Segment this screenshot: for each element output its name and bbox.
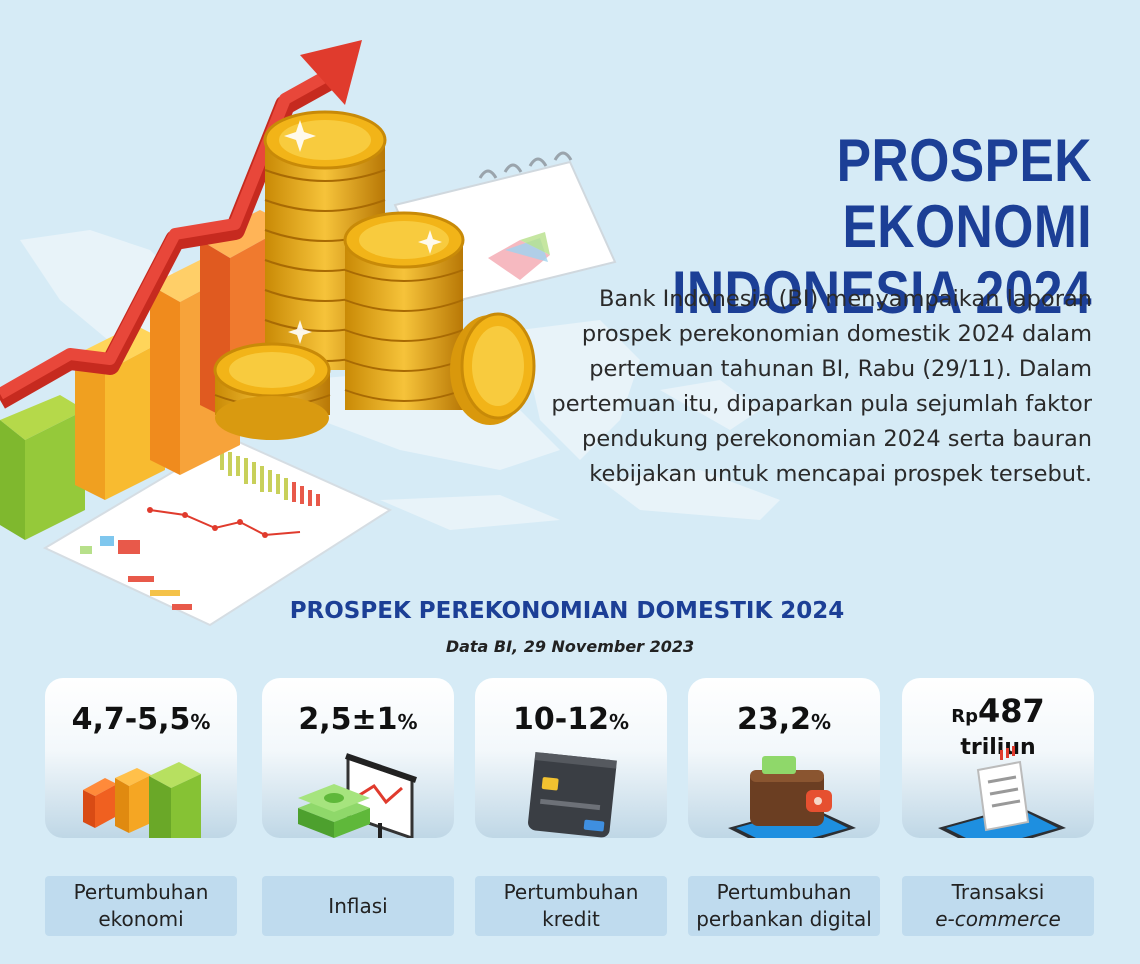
money-presentation-icon: [298, 753, 417, 838]
label-line-1: Pertumbuhan: [73, 880, 209, 904]
indicator-card-ecommerce: Rp487 triliun: [902, 678, 1094, 838]
indicator-label-economic-growth: Pertumbuhan ekonomi: [45, 876, 237, 936]
section-source: Data BI, 29 November 2023: [445, 637, 695, 656]
value-unit: %: [810, 710, 832, 734]
label-line-2: perbankan digital: [696, 907, 872, 931]
label-line-1: Inflasi: [328, 893, 388, 918]
label-line-1: Transaksi: [951, 880, 1045, 904]
value-unit: %: [190, 710, 211, 734]
intro-paragraph: Bank Indonesia (BI) menyampaikan laporan…: [551, 286, 1092, 487]
trend-arrow-graphic: [0, 40, 362, 409]
section-heading: PROSPEK PEREKONOMIAN DOMESTIK 2024: [289, 598, 845, 624]
receipt-phone-icon: [938, 746, 1066, 838]
title-line-2: INDONESIA 2024: [672, 259, 1092, 326]
page-title: PROSPEK EKONOMI INDONESIA 2024: [645, 128, 1092, 326]
value-number: 4,7-5,5: [71, 702, 191, 737]
label-line-1: Pertumbuhan: [503, 880, 639, 904]
label-line-2: ekonomi: [98, 907, 184, 931]
indicator-card-digital-banking: 23,2%: [688, 678, 880, 838]
indicator-value: Rp487 triliun: [902, 694, 1094, 762]
indicator-value: 23,2%: [688, 702, 880, 737]
indicator-label-credit-growth: Pertumbuhan kredit: [475, 876, 667, 936]
label-line-2: kredit: [542, 907, 600, 931]
wallet-phone-icon: [728, 756, 856, 838]
indicator-card-inflation: 2,5±1%: [262, 678, 454, 838]
value-number: 10-12: [513, 702, 609, 737]
indicator-card-economic-growth: 4,7-5,5%: [45, 678, 237, 838]
report-sheet-graphic: [42, 436, 393, 627]
indicator-card-credit-growth: 10-12%: [475, 678, 667, 838]
value-unit: %: [397, 710, 418, 734]
gold-coins-graphic: [213, 110, 536, 440]
indicator-label-inflation: Inflasi: [262, 876, 454, 936]
title-line-1: PROSPEK EKONOMI: [836, 127, 1092, 260]
indicator-value: 4,7-5,5%: [45, 702, 237, 737]
label-line-1: Pertumbuhan: [716, 880, 852, 904]
bar-chart-icon: [83, 762, 201, 838]
indicator-value: 2,5±1%: [262, 702, 454, 737]
indicator-label-digital-banking: Pertumbuhan perbankan digital: [688, 876, 880, 936]
indicator-label-ecommerce: Transaksi e-commerce: [902, 876, 1094, 936]
value-number: 487: [977, 692, 1045, 730]
value-unit: %: [608, 710, 629, 734]
credit-card-icon: [528, 752, 617, 838]
indicator-value: 10-12%: [475, 702, 667, 737]
label-line-2: e-commerce: [935, 907, 1061, 931]
value-number: 23,2: [736, 702, 811, 737]
value-number: 2,5±1: [298, 702, 398, 737]
hero-illustration: [0, 40, 780, 627]
value-prefix: Rp: [951, 706, 978, 727]
value-sub: triliun: [960, 735, 1036, 760]
